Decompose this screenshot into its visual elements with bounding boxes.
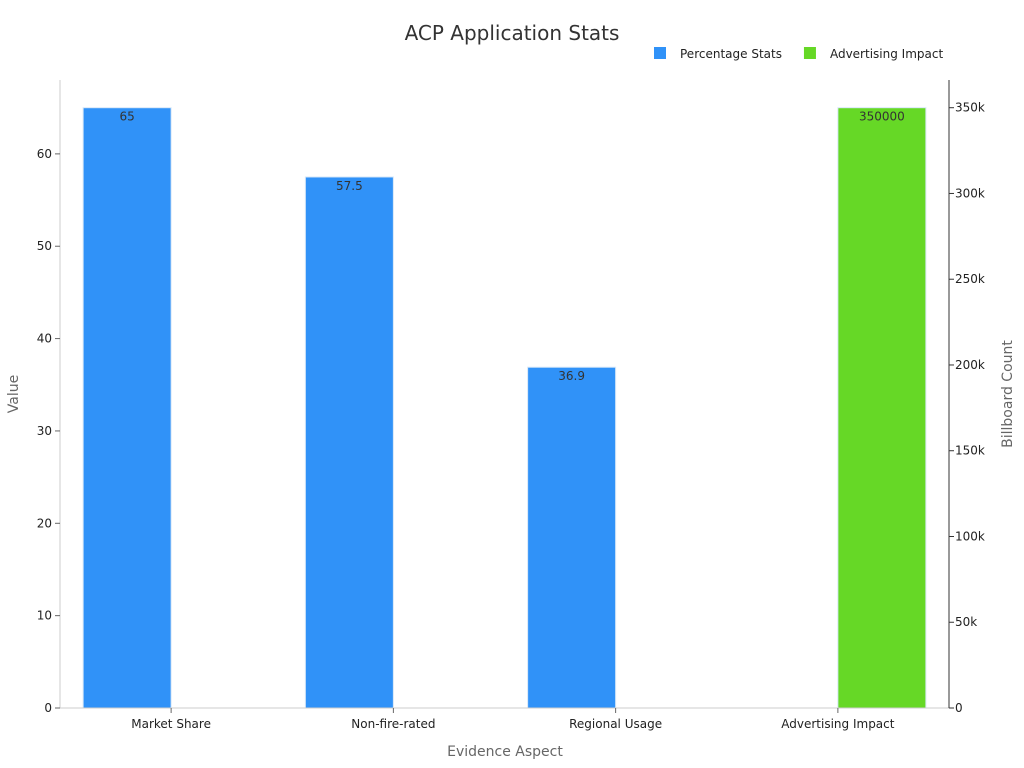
legend-item: Percentage Stats	[654, 47, 782, 61]
bar-value-label: 350000	[859, 110, 905, 124]
y2-tick-label: 0	[955, 701, 963, 715]
legend-item: Advertising Impact	[803, 47, 943, 61]
x-tick-label: Regional Usage	[569, 717, 662, 731]
y-tick-label: 50	[37, 239, 52, 253]
bar-labels: 65 57.5 36.9 350000	[119, 110, 904, 384]
bar-value-label: 65	[119, 110, 134, 124]
y-tick-label: 40	[37, 332, 52, 346]
axes: 0 10 20 30 40 50 60 0 50k 100k 150k 200k 250k 300k 350…	[37, 80, 985, 731]
legend-label: Advertising Impact	[830, 47, 943, 61]
legend-swatch	[803, 47, 816, 59]
y-tick-label: 10	[37, 609, 52, 623]
x-axis-title: Evidence Aspect	[447, 744, 563, 760]
chart-title: ACP Application Stats	[405, 21, 620, 45]
y2-tick-label: 50k	[955, 615, 977, 629]
y2-tick-label: 150k	[955, 444, 985, 458]
bar	[82, 107, 172, 709]
bar	[837, 107, 927, 709]
bar	[304, 176, 394, 709]
x-tick-label: Market Share	[131, 717, 211, 731]
y2-tick-label: 200k	[955, 358, 985, 372]
legend-label: Percentage Stats	[680, 47, 782, 61]
y2-axis-title: Billboard Count	[1000, 340, 1016, 448]
bar	[527, 366, 617, 709]
y2-tick-label: 250k	[955, 272, 985, 286]
x-tick-label: Advertising Impact	[781, 717, 894, 731]
y-tick-label: 20	[37, 516, 52, 530]
bars	[82, 107, 927, 709]
x-tick-label: Non-fire-rated	[351, 717, 435, 731]
y2-tick-label: 300k	[955, 186, 985, 200]
y2-tick-label: 350k	[955, 101, 985, 115]
legend: Percentage Stats Advertising Impact	[654, 47, 943, 61]
y2-tick-label: 100k	[955, 529, 985, 543]
y-tick-label: 60	[37, 147, 52, 161]
bar-value-label: 57.5	[336, 179, 363, 193]
y-axis-title: Value	[6, 375, 22, 413]
y-tick-label: 30	[37, 424, 52, 438]
legend-swatch	[654, 47, 666, 59]
bar-value-label: 36.9	[558, 369, 585, 383]
y-tick-label: 0	[44, 701, 52, 715]
